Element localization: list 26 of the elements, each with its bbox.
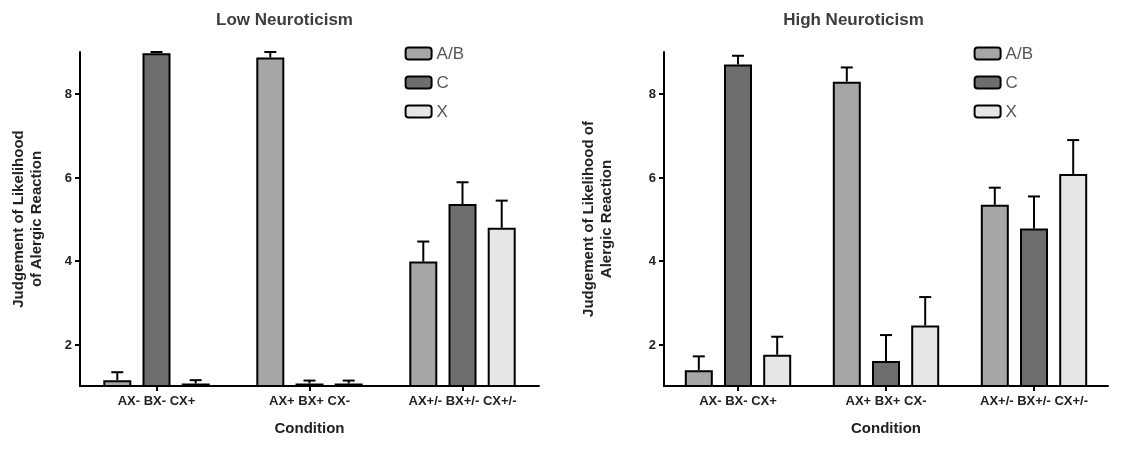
x-tick-label: AX- BX- CX+ xyxy=(699,393,778,408)
y-axis-title: Judgement of Likelihood of Alergic Reaction xyxy=(8,130,44,308)
legend-label: C xyxy=(436,73,449,92)
chart-title: High Neuroticism xyxy=(783,10,924,29)
y-tick-label: 4 xyxy=(648,253,657,269)
y-tick-label: 8 xyxy=(64,86,72,102)
y-tick-label: 2 xyxy=(648,336,656,352)
legend-label: A/B xyxy=(1005,44,1034,63)
x-tick-label: AX+ BX+ CX- xyxy=(845,393,927,408)
y-axis-title: Judgement of Likelihood of Alergic Reaction xyxy=(578,120,614,317)
legend-label: X xyxy=(1005,102,1017,121)
y-tick-label: 6 xyxy=(648,169,656,185)
legend-label: X xyxy=(436,102,448,121)
x-axis-title: Condition xyxy=(274,419,345,436)
y-tick-label: 2 xyxy=(64,336,72,352)
legend-label: A/B xyxy=(436,44,465,63)
x-tick-label: AX+/- BX+/- CX+/- xyxy=(408,393,517,408)
x-tick-label: AX+/- BX+/- CX+/- xyxy=(980,393,1088,408)
y-tick-label: 8 xyxy=(648,86,656,102)
y-tick-label: 4 xyxy=(64,253,73,269)
x-tick-label: AX+ BX+ CX- xyxy=(269,393,350,408)
x-tick-label: AX- BX- CX+ xyxy=(117,393,196,408)
y-tick-label: 6 xyxy=(64,169,72,185)
chart-title: Low Neuroticism xyxy=(216,10,353,29)
legend-label: C xyxy=(1005,73,1018,92)
x-axis-title: Condition xyxy=(851,419,921,436)
